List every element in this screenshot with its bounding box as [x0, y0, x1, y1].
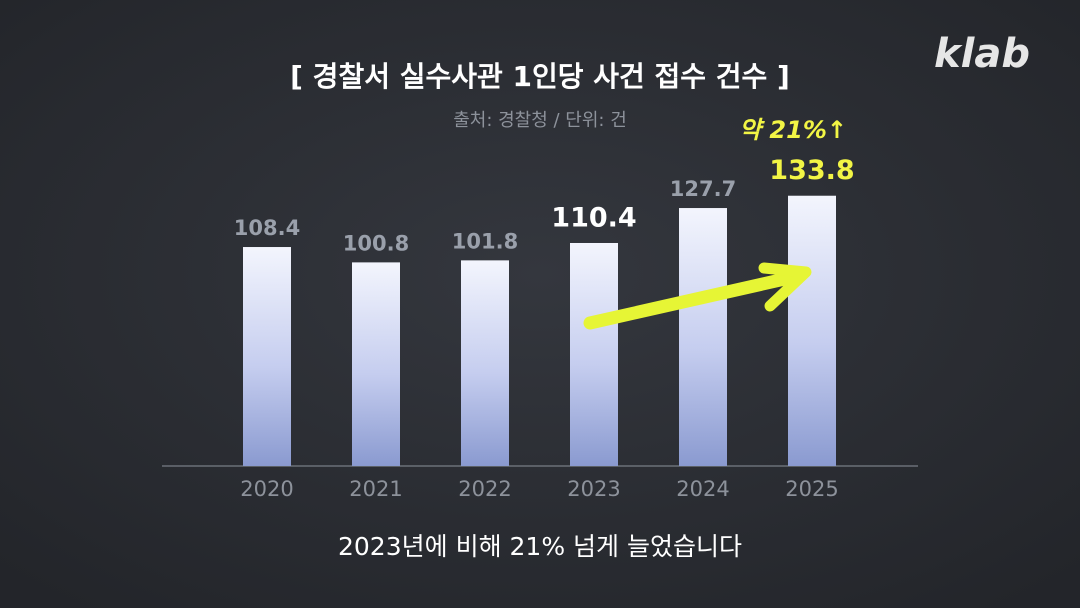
- chart-subtitle: 출처: 경찰청 / 단위: 건: [453, 110, 627, 131]
- highlight-arrow: [583, 269, 805, 330]
- bar: [461, 260, 509, 466]
- x-tick-label: 2022: [458, 477, 511, 501]
- value-label: 133.8: [769, 155, 854, 186]
- value-label: 108.4: [234, 216, 300, 240]
- bar: [570, 242, 618, 466]
- value-label: 100.8: [343, 231, 409, 255]
- bar: [679, 208, 727, 466]
- bar: [352, 262, 400, 466]
- x-tick-label: 2021: [349, 477, 402, 501]
- bar: [788, 195, 836, 466]
- x-tick-label: 2020: [240, 477, 293, 501]
- value-label: 101.8: [452, 229, 518, 253]
- annotation: 약 21%↑: [739, 116, 847, 144]
- caption: 2023년에 비해 21% 넘게 늘었습니다: [338, 532, 742, 561]
- x-tick-label: 2023: [567, 477, 620, 501]
- x-tick-label: 2025: [785, 477, 838, 501]
- bar: [243, 247, 291, 466]
- x-tick-label: 2024: [676, 477, 729, 501]
- logo: klab: [934, 31, 1030, 77]
- chart-title: [ 경찰서 실수사관 1인당 사건 접수 건수 ]: [290, 60, 790, 93]
- value-label: 127.7: [670, 177, 736, 201]
- highlight-arrow-head: [758, 262, 812, 312]
- value-label: 110.4: [551, 202, 636, 233]
